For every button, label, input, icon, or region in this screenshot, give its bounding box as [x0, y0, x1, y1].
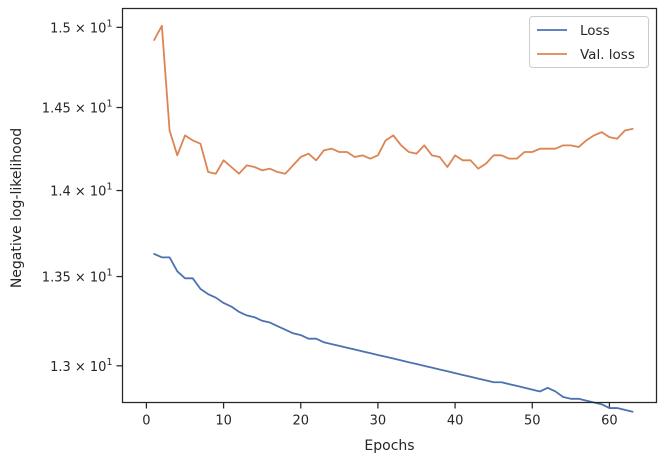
- y-tick-label: 1.4 × 101: [50, 182, 112, 200]
- x-tick-label: 30: [370, 414, 387, 429]
- y-tick-label: 1.3 × 101: [50, 357, 112, 375]
- x-tick-label: 0: [142, 414, 150, 429]
- series-line-val-loss: [153, 24, 634, 175]
- y-tick-label: 1.45 × 101: [42, 99, 113, 117]
- y-axis-label: Negative log-likelihood: [9, 128, 25, 288]
- y-axis-ticks: 1.3 × 101 1.35 × 101 1.4 × 101 1.45 × 101 1.…: [42, 18, 123, 375]
- x-tick-label: 50: [524, 414, 541, 429]
- x-axis-label: Epochs: [364, 438, 414, 454]
- series-line-loss: [153, 252, 634, 413]
- legend: Loss Val. loss: [529, 16, 649, 68]
- x-tick-label: 40: [447, 414, 464, 429]
- x-tick-label: 20: [292, 414, 309, 429]
- x-axis-ticks: 0 10 20 30 40 50 60: [142, 402, 618, 429]
- legend-label-val-loss: Val. loss: [580, 47, 635, 63]
- x-tick-label: 60: [601, 414, 618, 429]
- y-tick-label: 1.5 × 101: [50, 18, 112, 36]
- x-tick-label: 10: [215, 414, 232, 429]
- plot-frame: [121, 7, 658, 404]
- legend-label-loss: Loss: [580, 23, 610, 39]
- y-tick-label: 1.35 × 101: [42, 268, 113, 286]
- series-lines: [153, 24, 634, 413]
